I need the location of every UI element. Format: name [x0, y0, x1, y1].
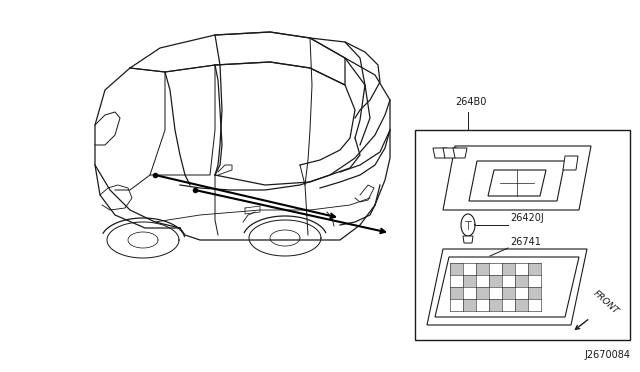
Polygon shape — [489, 299, 502, 311]
Text: 26741: 26741 — [510, 237, 541, 247]
Polygon shape — [453, 148, 467, 158]
Polygon shape — [433, 148, 447, 158]
Polygon shape — [463, 275, 476, 287]
Polygon shape — [443, 146, 591, 210]
Polygon shape — [528, 263, 541, 275]
Text: FRONT: FRONT — [591, 289, 620, 316]
Polygon shape — [563, 156, 578, 170]
Text: 264B0: 264B0 — [455, 97, 486, 107]
Polygon shape — [476, 263, 489, 275]
Polygon shape — [469, 161, 565, 201]
Polygon shape — [515, 299, 528, 311]
Polygon shape — [435, 257, 579, 317]
Polygon shape — [450, 287, 463, 299]
Polygon shape — [463, 299, 476, 311]
Polygon shape — [515, 275, 528, 287]
Polygon shape — [463, 236, 473, 243]
Polygon shape — [488, 170, 546, 196]
Polygon shape — [427, 249, 587, 325]
Polygon shape — [443, 148, 457, 158]
Bar — [415, 130, 630, 340]
Polygon shape — [450, 263, 463, 275]
Text: J2670084: J2670084 — [584, 350, 630, 360]
Text: 26420J: 26420J — [510, 213, 544, 223]
Polygon shape — [502, 263, 515, 275]
Polygon shape — [489, 275, 502, 287]
Polygon shape — [502, 287, 515, 299]
Polygon shape — [528, 287, 541, 299]
Polygon shape — [476, 287, 489, 299]
